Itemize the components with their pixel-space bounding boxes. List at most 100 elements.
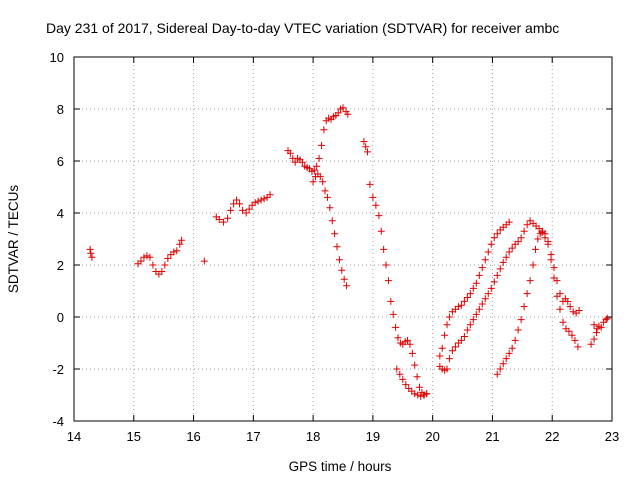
data-point [472, 310, 480, 318]
data-point [466, 321, 474, 329]
data-point [499, 258, 507, 266]
data-point [164, 255, 172, 262]
data-point [496, 265, 504, 273]
series-s8 [393, 365, 431, 400]
data-point [490, 234, 498, 242]
data-point [158, 268, 166, 275]
data-point [514, 238, 522, 246]
series-s2 [134, 236, 186, 278]
plot-frame [73, 56, 613, 422]
data-point [460, 297, 468, 305]
data-point [215, 216, 223, 223]
data-point [200, 257, 208, 265]
data-point [535, 225, 543, 233]
data-point [331, 230, 339, 238]
y-tick-label: -2 [52, 362, 64, 377]
data-point [529, 261, 537, 269]
data-point [389, 310, 397, 318]
data-point [146, 253, 154, 261]
data-point [526, 277, 534, 285]
data-point [508, 344, 516, 352]
x-tick-label: 16 [186, 429, 200, 444]
data-point [392, 323, 400, 331]
data-point [559, 318, 567, 326]
data-point [451, 343, 459, 351]
x-tick-label: 21 [485, 429, 499, 444]
data-point [592, 329, 600, 337]
data-point [339, 104, 347, 112]
data-point [372, 201, 380, 209]
data-point [251, 199, 259, 207]
data-point [590, 321, 598, 329]
y-tick-label: -4 [52, 414, 64, 429]
data-point [321, 187, 329, 195]
data-point [393, 365, 401, 373]
data-point [317, 141, 325, 149]
data-point [242, 209, 250, 217]
data-point [227, 206, 235, 214]
data-point [413, 373, 421, 381]
data-point [414, 391, 422, 399]
data-point [575, 307, 583, 314]
data-point [319, 178, 327, 186]
data-point [593, 325, 601, 333]
x-tick-label: 14 [67, 429, 81, 444]
data-point [399, 375, 407, 383]
data-point [520, 227, 528, 235]
y-tick-label: 10 [50, 50, 64, 65]
y-tick-label: 6 [57, 154, 64, 169]
data-point [161, 261, 169, 269]
data-point [517, 234, 525, 242]
data-point [574, 343, 582, 351]
x-tick-label: 17 [246, 429, 260, 444]
data-point [534, 235, 542, 243]
data-points [86, 104, 611, 400]
data-point [360, 138, 368, 145]
data-point [406, 340, 414, 348]
data-point [463, 294, 471, 301]
data-point [490, 278, 498, 286]
data-point [514, 326, 522, 334]
data-point [590, 335, 598, 343]
data-point [571, 336, 579, 344]
data-point [520, 303, 528, 311]
data-point [469, 284, 477, 292]
data-point [143, 252, 151, 260]
data-point [538, 229, 546, 236]
data-point [496, 365, 504, 373]
data-point [466, 290, 474, 298]
data-point [484, 290, 492, 298]
data-point [484, 248, 492, 256]
data-point [463, 326, 471, 334]
series-s11 [493, 227, 582, 378]
data-point [230, 200, 238, 208]
data-point [517, 316, 525, 324]
data-point [149, 261, 157, 269]
y-tick-label: 2 [57, 258, 64, 273]
data-point [544, 238, 552, 246]
data-point [523, 290, 531, 298]
data-point [531, 245, 539, 253]
data-point [408, 349, 416, 357]
data-point [236, 200, 244, 208]
y-tick-labels: -4 -2 0 2 4 6 8 10 [50, 50, 64, 429]
data-point [326, 204, 334, 212]
y-tick-label: 4 [57, 206, 64, 221]
data-point [404, 336, 412, 344]
data-point [487, 284, 495, 292]
data-point [362, 143, 370, 151]
data-point [219, 218, 227, 226]
data-point [333, 243, 341, 251]
data-point [334, 109, 342, 117]
data-point [457, 336, 465, 344]
data-point [343, 282, 351, 290]
data-point [313, 162, 321, 170]
data-point [420, 391, 428, 399]
x-axis-label: GPS time / hours [289, 459, 392, 474]
x-tick-label: 22 [545, 429, 559, 444]
data-point [88, 253, 96, 261]
series-s6 [309, 170, 351, 290]
data-point [475, 271, 483, 279]
data-point [448, 347, 456, 355]
